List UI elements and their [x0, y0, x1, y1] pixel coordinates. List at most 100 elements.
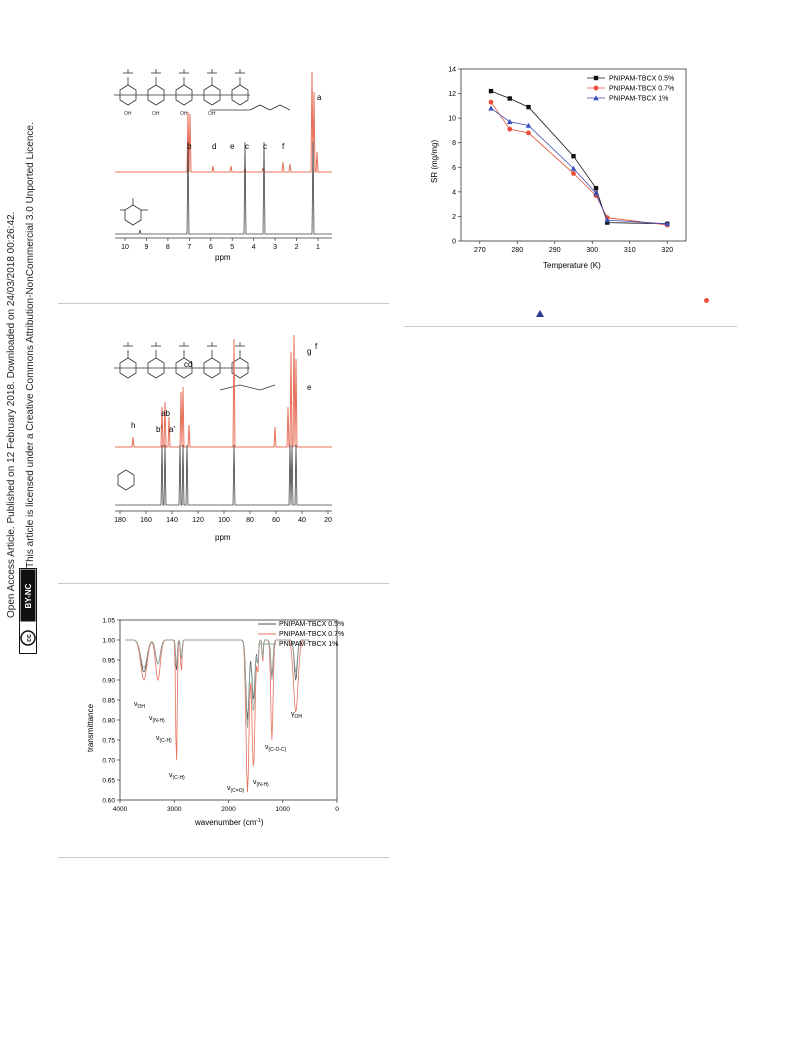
sr-point-0-4 — [593, 185, 599, 191]
sr-point-1-1 — [507, 126, 513, 132]
svg-text:OH: OH — [152, 111, 160, 117]
sr-point-0-2 — [526, 104, 531, 110]
sr-point-0-5 — [605, 220, 610, 225]
ftir-ytick-label: 0.80 — [102, 718, 115, 725]
divider-2 — [58, 583, 389, 584]
ftir-xtick-label: 1000 — [276, 806, 291, 813]
tick-label: 140 — [166, 517, 178, 524]
sr-x-ticks: 270 280 290 300 310 320 — [474, 241, 673, 254]
tick-label: 6 — [209, 244, 213, 251]
ftir-legend-1: PNIPAM-TBCX 1% — [279, 641, 338, 648]
monomer-structure-image-2 — [117, 469, 135, 491]
sr-ytick-label: 10 — [448, 116, 456, 123]
sr-series-line-0 — [490, 90, 668, 225]
monomer-structure-image — [120, 198, 148, 226]
sr-point-2-2 — [525, 122, 532, 128]
cc-license-badge[interactable]: cc BY-NC — [19, 568, 37, 654]
ftir-ytick-label: 0.75 — [102, 738, 115, 745]
ftir-figure: 1.05 1.00 0.95 0.90 0.85 0.80 0.75 0.70 0.65 0.60… — [86, 618, 344, 828]
ftir-band-oh: νOH — [134, 701, 145, 710]
sr-ytick-label: 2 — [452, 214, 456, 221]
ftir-ytick-label: 0.70 — [102, 758, 115, 765]
nmr-c-peak-f: f — [315, 342, 318, 351]
tick-label: 1 — [316, 244, 320, 251]
tick-label: 4 — [252, 244, 256, 251]
divider-4 — [404, 326, 737, 327]
sr-xtick-label: 270 — [474, 247, 486, 254]
nmr-h-peak-b: b — [187, 142, 192, 151]
sr-ytick-label: 0 — [452, 239, 456, 246]
sr-legend-marker-1 — [593, 85, 599, 91]
ftir-xtick-label: 0 — [335, 806, 339, 813]
badge-text: BY-NC — [24, 583, 33, 608]
sr-xtick-label: 320 — [661, 247, 673, 254]
nmr-h-peak-f: f — [282, 142, 285, 151]
ftir-xtick-label: 3000 — [167, 806, 182, 813]
svg-text:OH: OH — [180, 111, 188, 117]
nmr-h-xlabel: ppm — [215, 253, 231, 262]
sr-series-line-2 — [490, 107, 668, 225]
sr-xtick-label: 290 — [549, 247, 561, 254]
ftir-band-co: ν(C=O) — [227, 785, 245, 794]
ftir-band-ch2: ν(C-H) — [169, 772, 185, 781]
tick-label: 120 — [192, 517, 204, 524]
divider-3 — [58, 857, 389, 858]
nmr-h-peak-c1: c — [245, 142, 249, 151]
ftir-ytick-label: 0.60 — [102, 798, 115, 805]
nmr-h-peak-c2: c — [263, 142, 267, 151]
ftir-legend: PNIPAM-TBCX 0.5% PNIPAM-TBCX 0.7% PNIPAM… — [258, 621, 344, 648]
sr-point-2-3 — [570, 165, 577, 171]
nmr-c-peak-ab: ab — [161, 409, 170, 418]
nmr-h-red-spectrum — [115, 71, 332, 173]
nmr-c-figure: g f e cd ab b' a' h 180 160 140 120 100 80 60 4… — [114, 335, 332, 542]
sr-point-0-0 — [488, 88, 494, 94]
nmr-h-ticks: 10 9 8 7 6 5 4 3 2 1 — [121, 238, 320, 251]
sr-point-1-0 — [488, 99, 494, 105]
sr-point-1-3 — [571, 171, 576, 176]
ftir-band-gamma-oh: γOH — [291, 711, 302, 720]
sidebar-line1: Open Access Article. Published on 12 Feb… — [6, 212, 17, 618]
sr-ylabel: SR (mg/mg) — [430, 140, 439, 183]
ftir-legend-07: PNIPAM-TBCX 0.7% — [279, 631, 344, 638]
calixarene-structure-image — [114, 68, 291, 111]
ftir-xtick-label: 4000 — [113, 806, 128, 813]
sr-xtick-label: 300 — [586, 247, 598, 254]
nmr-c-ticks: 180 160 140 120 100 80 60 40 20 — [114, 511, 332, 524]
calixarene-structure-image-2 — [114, 341, 276, 391]
sr-legend-marker-0 — [593, 75, 599, 81]
ftir-ytick-label: 1.05 — [102, 618, 115, 625]
tick-label: 60 — [272, 517, 280, 524]
ftir-series-07 — [125, 639, 310, 793]
sr-point-2-6 — [664, 221, 671, 226]
tick-label: 10 — [121, 244, 129, 251]
nmr-c-peak-b-prime: b' — [156, 425, 162, 434]
tick-label: 160 — [140, 517, 152, 524]
tick-label: 5 — [230, 244, 234, 251]
sr-legend-label-2: PNIPAM-TBCX 1% — [609, 96, 668, 103]
ftir-legend-05: PNIPAM-TBCX 0.5% — [279, 621, 344, 628]
sr-point-1-2 — [526, 130, 531, 136]
sr-xtick-label: 310 — [624, 247, 636, 254]
ftir-band-ch1: ν(C-H) — [156, 735, 172, 744]
tick-label: 100 — [218, 517, 230, 524]
sr-legend-label-0: PNIPAM-TBCX 0.5% — [609, 76, 674, 83]
stray-circle-mark — [704, 298, 709, 303]
sidebar-line2: This article is licensed under a Creativ… — [25, 122, 36, 568]
nmr-c-peak-cd: cd — [184, 360, 192, 369]
stray-triangle-mark — [536, 310, 544, 317]
ftir-ytick-label: 0.65 — [102, 778, 115, 785]
nmr-c-black-spectrum — [115, 444, 332, 506]
tick-label: 2 — [295, 244, 299, 251]
nmr-h-peak-a: a — [317, 93, 322, 102]
tick-label: 9 — [144, 244, 148, 251]
tick-label: 180 — [114, 517, 126, 524]
sr-legend-marker-2 — [593, 95, 599, 101]
sr-legend-label-1: PNIPAM-TBCX 0.7% — [609, 86, 674, 93]
ftir-ytick-label: 0.95 — [102, 658, 115, 665]
ftir-ytick-label: 0.90 — [102, 678, 115, 685]
sr-ytick-label: 12 — [448, 91, 456, 98]
badge-cc-label: cc — [26, 634, 33, 642]
ftir-series-05 — [125, 639, 310, 721]
ftir-series-1 — [125, 639, 310, 729]
sr-xlabel: Temperature (K) — [543, 261, 601, 270]
